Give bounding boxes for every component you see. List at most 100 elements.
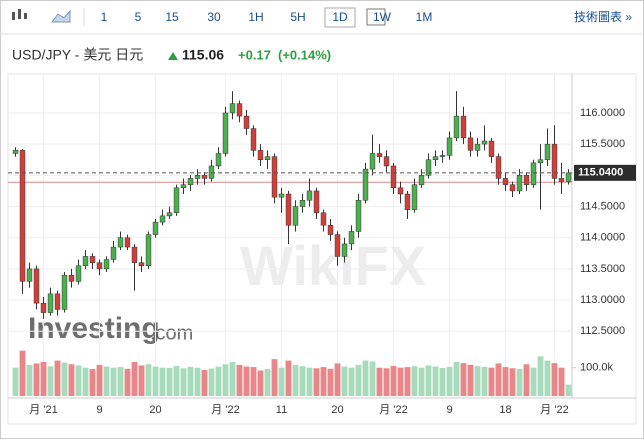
candle-body [383, 156, 390, 167]
candle-body [12, 150, 19, 154]
volume-bar [40, 362, 47, 396]
volume-bar [404, 367, 411, 396]
volume-bar [201, 369, 208, 396]
candle-body [446, 137, 453, 156]
volume-bar [54, 360, 61, 396]
interval-button[interactable]: 1D [332, 10, 348, 24]
volume-bar [481, 366, 488, 396]
interval-button[interactable]: 15 [165, 10, 179, 24]
volume-bar [138, 365, 145, 396]
technical-chart-link[interactable]: 技術圖表 » [574, 10, 632, 24]
volume-bar [565, 384, 572, 396]
volume-bar [299, 366, 306, 396]
candle-body [82, 256, 89, 267]
x-tick-label: 9 [96, 404, 102, 416]
area-icon[interactable] [51, 9, 71, 23]
candle-body [369, 153, 376, 170]
candle-body [460, 115, 467, 139]
candle-body [19, 150, 26, 282]
volume-bar [474, 366, 481, 396]
candle-body [404, 193, 411, 210]
interval-button[interactable]: 1W [373, 10, 392, 24]
volume-bar [467, 364, 474, 396]
volume-bar [180, 368, 187, 396]
candle-body [432, 156, 439, 160]
volume-bar [208, 368, 215, 396]
volume-bar [152, 366, 159, 396]
candle-body [194, 175, 201, 179]
candle-body [187, 178, 194, 185]
volume-bar [187, 366, 194, 396]
candle-body [418, 175, 425, 185]
candle-body [68, 274, 75, 282]
volume-bar [411, 366, 418, 396]
candle-body [159, 215, 166, 223]
candle-body [96, 262, 103, 270]
interval-button[interactable]: 1 [101, 10, 108, 24]
candle-body [292, 206, 299, 226]
x-tick-label: 月 '22 [211, 404, 239, 416]
candle-body [180, 184, 187, 189]
candle-body [537, 159, 544, 164]
volume-bar [26, 364, 33, 396]
candle-body [565, 172, 572, 182]
volume-bar [68, 364, 75, 396]
volume-bar [166, 367, 173, 396]
volume-bar [243, 366, 250, 396]
candle-body [474, 143, 481, 151]
candle-body [117, 237, 124, 248]
volume-bar [19, 350, 26, 396]
candle-body [278, 193, 285, 198]
interval-button[interactable]: 30 [207, 10, 221, 24]
candle-body [110, 246, 117, 260]
volume-bar [278, 367, 285, 396]
candle-body [523, 175, 530, 185]
volume-bar [271, 359, 278, 396]
interval-button[interactable]: 1H [248, 10, 263, 24]
last-price-label: 115.0400 [578, 167, 623, 179]
candle-body [425, 159, 432, 176]
interval-button[interactable]: 5 [135, 10, 142, 24]
candle-body [40, 302, 47, 313]
volume-bar [460, 363, 467, 396]
volume-bar [348, 367, 355, 396]
volume-bar [390, 365, 397, 396]
volume-bar [285, 360, 292, 396]
candle-body [166, 212, 173, 217]
volume-bar [12, 367, 19, 396]
volume-bar [488, 367, 495, 396]
volume-bar [495, 363, 502, 396]
volume-bar [558, 367, 565, 396]
volume-bar [306, 367, 313, 396]
interval-button[interactable]: 5H [290, 10, 305, 24]
candle-body [558, 178, 565, 182]
candle-body [131, 246, 138, 263]
candle-body [201, 175, 208, 179]
volume-bar [222, 364, 229, 396]
volume-bar [516, 368, 523, 396]
volume-bar [292, 364, 299, 396]
candle-body [516, 175, 523, 192]
candle-body [495, 156, 502, 179]
candle-icon[interactable] [12, 9, 27, 20]
candle-body [145, 234, 152, 267]
candle-body [47, 293, 54, 313]
candle-body [173, 187, 180, 214]
volume-bar [131, 362, 138, 396]
volume-bar [439, 367, 446, 396]
volume-bar [110, 367, 117, 396]
volume-bar [229, 362, 236, 396]
volume-bar [334, 363, 341, 396]
volume-bar [75, 365, 82, 396]
volume-bar [82, 367, 89, 396]
volume-bar [313, 368, 320, 396]
candle-body [103, 259, 110, 270]
interval-button[interactable]: 1M [416, 10, 433, 24]
volume-bar [159, 367, 166, 396]
volume-bar [236, 364, 243, 396]
volume-tick-label: 100.0k [580, 362, 614, 374]
x-tick-label: 月 '21 [29, 404, 57, 416]
table-icon[interactable] [366, 8, 386, 26]
